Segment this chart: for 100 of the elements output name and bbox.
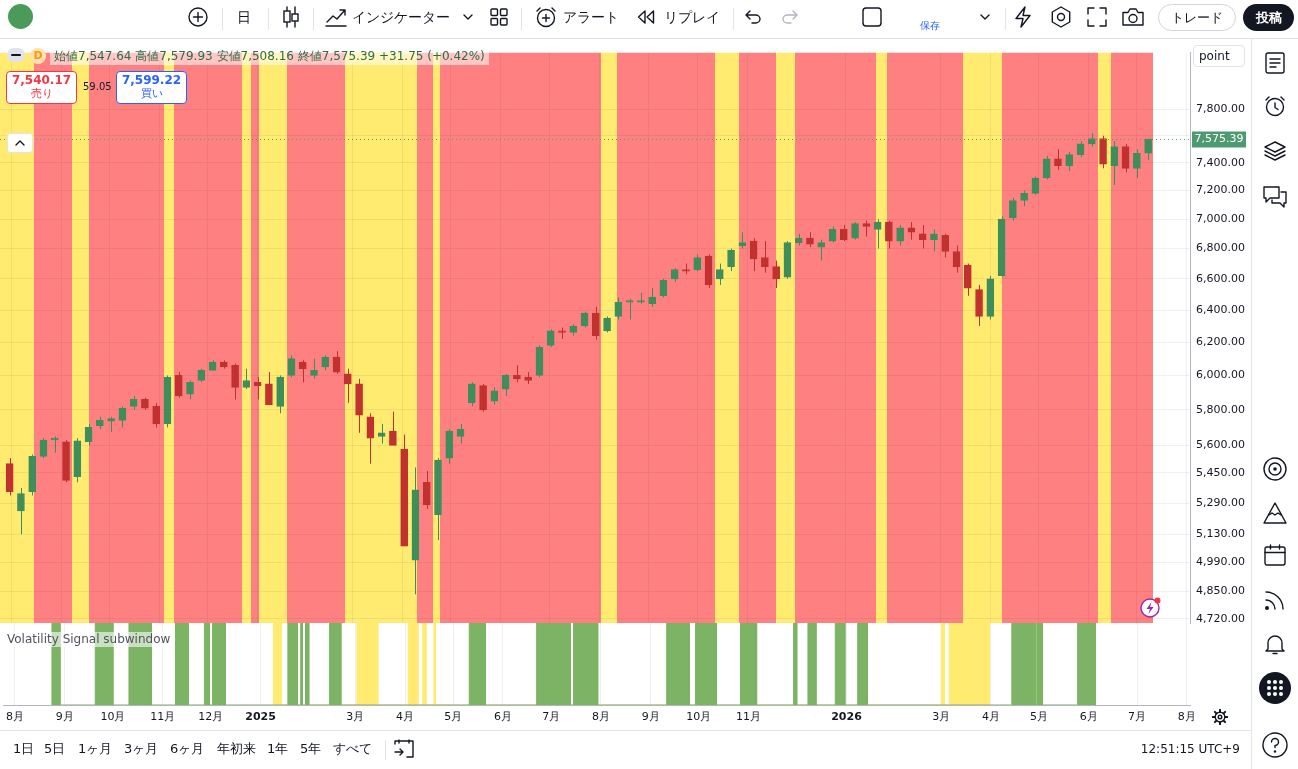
candlestick <box>963 263 972 297</box>
candlestick <box>231 363 239 400</box>
x-tick-label: 9月 <box>55 710 74 724</box>
x-tick-label: 10月 <box>100 710 126 724</box>
y-tick-label: 5,290.00 <box>1196 495 1245 509</box>
y-tick-label: 6,600.00 <box>1196 271 1245 285</box>
x-tick-label: 7月 <box>1128 710 1147 724</box>
candlestick <box>479 383 487 413</box>
candlestick <box>1133 148 1141 179</box>
candlestick <box>422 470 431 510</box>
text: リプレイ <box>664 9 720 26</box>
x-tick-label: 8月 <box>591 710 610 724</box>
candlestick <box>648 287 656 308</box>
x-tick-label: 11月 <box>150 710 176 724</box>
y-tick-label: 5,450.00 <box>1196 465 1245 479</box>
y-tick-label: 5,800.00 <box>1196 402 1245 416</box>
y-tick-label: 4,720.00 <box>1196 611 1245 625</box>
text: 1日 <box>13 741 35 757</box>
x-tick-label: 5月 <box>444 710 463 724</box>
candlestick <box>761 240 769 274</box>
y-tick-label: 4,850.00 <box>1196 584 1245 598</box>
annotation: 始値7,547.64 高値7,579.93 安値7,508.16 終値7,575.39 +31.75 (+0.42%) <box>50 47 489 65</box>
y-tick-label: 5,600.00 <box>1196 438 1245 452</box>
x-tick-label: 4月 <box>396 710 415 724</box>
annotation: 売り <box>30 87 53 101</box>
text: 5年 <box>300 741 322 757</box>
annotation: 7,540.17 <box>11 73 72 88</box>
annotation: 買い <box>140 87 163 101</box>
candlestick <box>287 354 296 378</box>
x-tick-label: 6月 <box>493 710 512 724</box>
candlestick <box>727 248 735 272</box>
candlestick <box>186 380 194 400</box>
text: 3ヶ月 <box>124 741 159 757</box>
x-tick-label: 3月 <box>346 710 365 724</box>
candlestick <box>625 298 634 321</box>
x-tick-label: 3月 <box>932 710 951 724</box>
annotation: 7,599.22 <box>121 73 182 88</box>
x-tick-label: 6月 <box>1079 710 1098 724</box>
text: 保存 <box>920 20 940 32</box>
candlestick <box>389 411 397 446</box>
x-tick-label: 5月 <box>1030 710 1049 724</box>
text: アラート <box>563 9 619 26</box>
y-tick-label: 7,400.00 <box>1196 155 1245 169</box>
y-tick-label: 6,000.00 <box>1196 368 1245 382</box>
x-tick-label: 11月 <box>736 710 762 724</box>
candlestick <box>1144 137 1152 161</box>
candlestick <box>1009 197 1017 222</box>
post-button: 投稿 <box>1243 4 1294 31</box>
candlestick <box>298 359 307 383</box>
y-tick-label: 7,800.00 <box>1196 102 1245 116</box>
text: インジケーター <box>352 9 450 26</box>
candlestick <box>952 245 961 274</box>
text: Volatility Signal subwindow <box>5 632 173 647</box>
candlestick <box>310 358 318 380</box>
candlestick <box>918 224 927 250</box>
x-tick-label: 12月 <box>198 710 224 724</box>
candlestick <box>456 423 465 445</box>
candlestick <box>930 228 938 253</box>
annotation: D <box>30 48 46 64</box>
x-tick-label: 2026 <box>831 710 863 724</box>
sell-button: 7,540.17 売り <box>6 71 77 104</box>
candlestick <box>242 368 251 390</box>
x-tick-label: 10月 <box>686 710 712 724</box>
y-tick-label: 4,990.00 <box>1196 555 1245 569</box>
x-tick-label: 8月 <box>6 710 24 724</box>
y-tick-label: 6,800.00 <box>1196 241 1245 255</box>
candlestick <box>152 402 161 428</box>
candlestick <box>896 224 904 247</box>
candlestick <box>343 368 352 404</box>
text: 5日 <box>44 741 66 757</box>
y-tick-label: 7,000.00 <box>1196 212 1245 226</box>
candlestick <box>1042 155 1051 180</box>
y-tick-label: 6,200.00 <box>1196 335 1245 349</box>
candlestick <box>17 487 25 535</box>
candlestick <box>467 381 476 407</box>
y-tick-label: 7,200.00 <box>1196 183 1245 197</box>
annotation: 59.05 <box>83 81 112 93</box>
text: 1ヶ月 <box>78 741 113 757</box>
y-axis-title: point <box>1193 45 1245 67</box>
candlestick <box>1054 148 1062 171</box>
candlestick <box>1110 140 1119 186</box>
buy-button: 7,599.22 買い <box>116 71 187 104</box>
ref-line-label: 7,575.39 <box>1194 132 1244 146</box>
x-tick-label: 2025 <box>245 710 276 724</box>
candlestick <box>885 220 893 250</box>
text: 12:51:15 UTC+9 <box>1140 742 1240 757</box>
candlestick <box>1121 143 1130 173</box>
x-tick-label: 4月 <box>981 710 1000 724</box>
text: 年初来 <box>217 741 256 757</box>
candlestick <box>772 260 780 289</box>
text: すべて <box>333 741 372 757</box>
candlestick <box>377 423 386 445</box>
text: 6ヶ月 <box>170 741 205 757</box>
text: 日 <box>237 9 251 26</box>
candlestick <box>715 263 724 286</box>
candlestick <box>817 239 826 262</box>
x-tick-label: 9月 <box>641 710 660 724</box>
x-tick-label: 8月 <box>1177 710 1196 724</box>
candlestick <box>591 306 600 341</box>
candlestick <box>174 371 183 399</box>
